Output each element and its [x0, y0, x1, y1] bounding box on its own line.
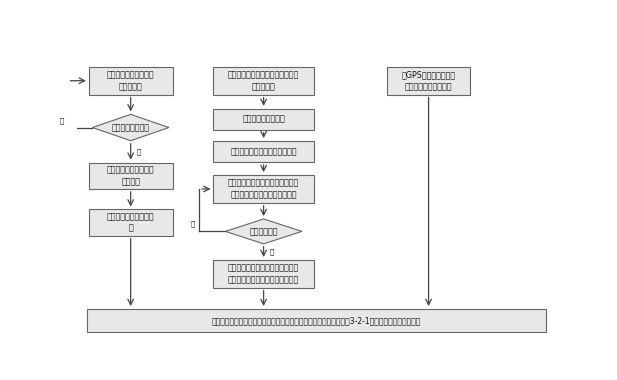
FancyBboxPatch shape	[213, 175, 314, 203]
Text: 得到跟踪仪所在水平面
法矢方向: 得到跟踪仪所在水平面 法矢方向	[107, 166, 154, 186]
Text: 是: 是	[136, 148, 141, 155]
Polygon shape	[93, 114, 169, 141]
Polygon shape	[225, 219, 302, 244]
Text: 否: 否	[191, 221, 195, 227]
FancyBboxPatch shape	[89, 163, 173, 189]
Text: 由基准面、水平线（旋转一定水平角到正北方向）、坐标系原点根据3-2-1定位原则建立地理坐标系: 由基准面、水平线（旋转一定水平角到正北方向）、坐标系原点根据3-2-1定位原则建…	[212, 316, 421, 325]
Text: 由GPS等相关设备提供
坐标系原点的具体位置: 由GPS等相关设备提供 坐标系原点的具体位置	[402, 70, 455, 91]
FancyBboxPatch shape	[213, 260, 314, 288]
Text: 调节经纬仪，找正北向，将水平及
竖直角置零: 调节经纬仪，找正北向，将水平及 竖直角置零	[228, 70, 299, 91]
Text: 按要求布置四个靶球: 按要求布置四个靶球	[242, 115, 285, 124]
Text: 跟踪仪测量四靶球位置并投影到水
平面，计算两个靶球连线的水平角: 跟踪仪测量四靶球位置并投影到水 平面，计算两个靶球连线的水平角	[228, 264, 299, 284]
FancyBboxPatch shape	[213, 141, 314, 162]
FancyBboxPatch shape	[89, 209, 173, 236]
Text: 调节激光跟踪仪自带水
平仪到水平: 调节激光跟踪仪自带水 平仪到水平	[107, 70, 154, 91]
Text: 是: 是	[270, 249, 274, 255]
Text: 固定经纬仪水平角；微调靶球位置
及竖直角使相应靶球水平角相等: 固定经纬仪水平角；微调靶球位置 及竖直角使相应靶球水平角相等	[228, 179, 299, 199]
FancyBboxPatch shape	[86, 309, 545, 332]
Text: 是否达到要求: 是否达到要求	[249, 227, 278, 236]
FancyBboxPatch shape	[387, 67, 470, 95]
FancyBboxPatch shape	[213, 67, 314, 95]
Text: 是否达到水平要求: 是否达到水平要求	[112, 123, 150, 132]
FancyBboxPatch shape	[213, 109, 314, 130]
Text: 用经纬仪测量每个靶球的竖直角: 用经纬仪测量每个靶球的竖直角	[230, 147, 297, 156]
Text: 否: 否	[59, 117, 64, 124]
Text: 将此方向作为基准水平
面: 将此方向作为基准水平 面	[107, 212, 154, 233]
FancyBboxPatch shape	[89, 67, 173, 95]
